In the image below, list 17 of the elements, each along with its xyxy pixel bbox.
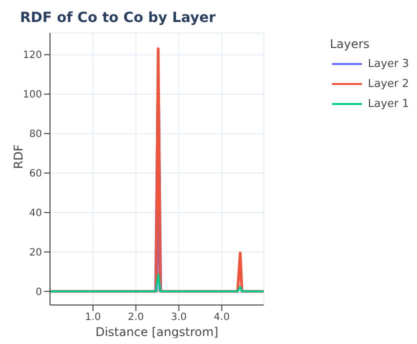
y-tick-label: 40 (29, 208, 42, 220)
x-tick-label: 1.0 (84, 312, 101, 324)
y-tick-label: 80 (29, 129, 42, 140)
legend-label: Layer 1 (368, 96, 409, 112)
y-tick-label: 120 (22, 50, 42, 62)
legend-label: Layer 2 (368, 76, 409, 92)
y-tick-label: 20 (29, 247, 42, 258)
y-tick-label: 60 (29, 168, 42, 180)
y-tick-label: 0 (36, 286, 42, 298)
legend-title: Layers (330, 36, 371, 53)
x-tick-label: 3.0 (170, 312, 187, 324)
chart-title: RDF of Co to Co by Layer (20, 10, 216, 26)
legend-label: Layer 3 (368, 56, 409, 72)
x-tick-label: 4.0 (214, 312, 230, 324)
y-axis-title: RDF (11, 144, 26, 169)
y-tick-label: 100 (22, 90, 42, 101)
x-tick-label: 2.0 (128, 312, 144, 324)
